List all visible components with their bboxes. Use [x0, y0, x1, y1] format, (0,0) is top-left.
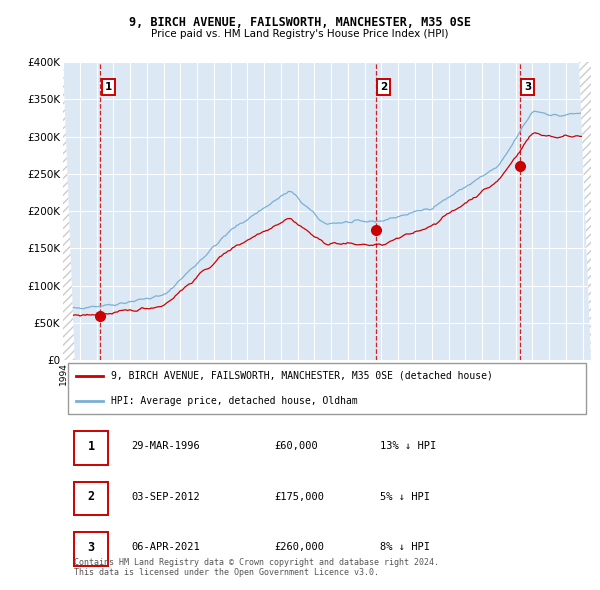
Text: Price paid vs. HM Land Registry's House Price Index (HPI): Price paid vs. HM Land Registry's House …	[151, 30, 449, 39]
Text: £175,000: £175,000	[274, 492, 324, 502]
Text: 13% ↓ HPI: 13% ↓ HPI	[380, 441, 436, 451]
Text: 2: 2	[380, 83, 388, 92]
Text: 9, BIRCH AVENUE, FAILSWORTH, MANCHESTER, M35 0SE: 9, BIRCH AVENUE, FAILSWORTH, MANCHESTER,…	[129, 16, 471, 29]
FancyBboxPatch shape	[74, 481, 108, 515]
Text: HPI: Average price, detached house, Oldham: HPI: Average price, detached house, Oldh…	[110, 396, 357, 405]
Text: £260,000: £260,000	[274, 542, 324, 552]
Text: 1: 1	[88, 440, 95, 453]
FancyBboxPatch shape	[74, 431, 108, 465]
Text: 1: 1	[104, 83, 112, 92]
Text: 8% ↓ HPI: 8% ↓ HPI	[380, 542, 430, 552]
Text: 2: 2	[88, 490, 95, 503]
Text: 5% ↓ HPI: 5% ↓ HPI	[380, 492, 430, 502]
Polygon shape	[63, 62, 75, 360]
Text: 06-APR-2021: 06-APR-2021	[131, 542, 200, 552]
Text: £60,000: £60,000	[274, 441, 318, 451]
Text: 3: 3	[88, 540, 95, 553]
Polygon shape	[579, 62, 591, 360]
Text: 9, BIRCH AVENUE, FAILSWORTH, MANCHESTER, M35 0SE (detached house): 9, BIRCH AVENUE, FAILSWORTH, MANCHESTER,…	[110, 371, 493, 381]
Text: 03-SEP-2012: 03-SEP-2012	[131, 492, 200, 502]
FancyBboxPatch shape	[74, 532, 108, 566]
Text: 29-MAR-1996: 29-MAR-1996	[131, 441, 200, 451]
Text: 3: 3	[524, 83, 532, 92]
Text: Contains HM Land Registry data © Crown copyright and database right 2024.
This d: Contains HM Land Registry data © Crown c…	[74, 558, 439, 578]
FancyBboxPatch shape	[68, 363, 586, 414]
